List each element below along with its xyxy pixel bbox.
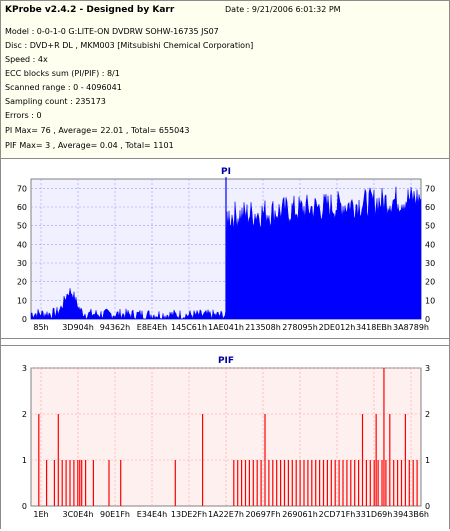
pi-x-tick: 94362h: [100, 323, 131, 332]
pi-y-tick-right: 20: [425, 278, 435, 287]
pif-x-tick: E34E4h: [137, 510, 167, 519]
pi-y-tick-left: 40: [17, 240, 27, 249]
pif-x-tick: 1A22E7h: [208, 510, 244, 519]
info-speed: Speed : 4x: [5, 55, 48, 64]
pi-x-tick: 3D904h: [62, 323, 94, 332]
info-disc: Disc : DVD+R DL , MKM003 [Mitsubishi Che…: [5, 41, 254, 50]
pi-y-tick-right: 60: [425, 203, 435, 212]
pi-x-tick: 145C61h: [171, 323, 207, 332]
pif-x-tick: 3C0E4h: [63, 510, 94, 519]
pif-y-tick-left: 1: [22, 456, 27, 465]
info-pi-summary: PI Max= 76 , Average= 22.01 , Total= 655…: [5, 126, 190, 135]
pif-chart-panel: PIF 0 0 1 1 2 2 3 3 1Eh 3C0E4h 90E1Fh E34E4h 13DE2Fh 1…: [1, 345, 449, 529]
pif-x-tick: 3943B6h: [393, 510, 429, 519]
scan-date: Date : 9/21/2006 6:01:32 PM: [225, 5, 341, 14]
app-title: KProbe v2.4.2 - Designed by Karr: [5, 5, 175, 15]
pi-y-tick-left: 10: [17, 296, 27, 305]
pi-y-tick-left: 60: [17, 203, 27, 212]
pi-x-tick: 1AE041h: [208, 323, 244, 332]
pi-x-tick: 85h: [33, 323, 48, 332]
pi-y-tick-left: 50: [17, 222, 27, 231]
pi-y-tick-left: 70: [17, 184, 27, 193]
info-scanned-range: Scanned range : 0 - 4096041: [5, 83, 122, 92]
pif-chart-title: PIF: [218, 356, 234, 366]
pif-y-tick-left: 0: [22, 502, 27, 511]
info-panel: KProbe v2.4.2 - Designed by Karr Date : …: [1, 1, 449, 159]
pif-y-tick-right: 0: [425, 502, 430, 511]
pi-x-tick: 3A8789h: [393, 323, 429, 332]
pi-y-tick-right: 30: [425, 259, 435, 268]
pi-x-tick: 3418EBh: [356, 323, 392, 332]
pi-chart: PI 0 0 10 10 20 20 30 30 40 40 50 50 60 60 70 70 85h 3D904…: [17, 167, 435, 332]
pi-x-tick: 278095h: [282, 323, 318, 332]
pif-y-tick-left: 2: [22, 410, 27, 419]
pi-y-tick-right: 70: [425, 184, 435, 193]
pif-x-tick: 90E1Fh: [100, 510, 130, 519]
pi-y-tick-left: 20: [17, 278, 27, 287]
pi-x-tick: 2DE012h: [319, 323, 356, 332]
pif-x-tick: 331D69h: [356, 510, 393, 519]
pif-chart: PIF 0 0 1 1 2 2 3 3 1Eh 3C0E4h 90E1Fh E34E4h 13DE2Fh 1…: [22, 356, 430, 519]
info-ecc: ECC blocks sum (PI/PIF) : 8/1: [5, 69, 120, 78]
pif-y-tick-right: 2: [425, 410, 430, 419]
pi-y-tick-right: 10: [425, 296, 435, 305]
info-errors: Errors : 0: [5, 111, 42, 120]
pi-y-tick-right: 0: [425, 315, 430, 324]
pi-y-tick-right: 40: [425, 240, 435, 249]
pi-chart-title: PI: [221, 167, 231, 177]
info-sampling-count: Sampling count : 235173: [5, 97, 106, 106]
pif-x-tick: 269061h: [282, 510, 318, 519]
pi-chart-panel: PI 0 0 10 10 20 20 30 30 40 40 50 50 60 60 70 70 85h 3D904…: [1, 159, 449, 339]
pif-y-tick-left: 3: [22, 364, 27, 373]
pi-y-tick-left: 0: [22, 315, 27, 324]
pi-y-tick-left: 30: [17, 259, 27, 268]
info-pif-summary: PIF Max= 3 , Average= 0.04 , Total= 1101: [5, 141, 174, 150]
pi-x-tick: 213508h: [245, 323, 281, 332]
pi-y-tick-right: 50: [425, 222, 435, 231]
pif-x-tick: 2CD71Fh: [319, 510, 356, 519]
pi-x-tick: E8E4Eh: [137, 323, 167, 332]
pif-y-tick-right: 1: [425, 456, 430, 465]
pif-x-tick: 13DE2Fh: [171, 510, 207, 519]
pif-x-tick: 20697Fh: [245, 510, 280, 519]
info-model: Model : 0-0-1-0 G:LITE-ON DVDRW SOHW-167…: [5, 27, 219, 36]
pif-x-tick: 1Eh: [33, 510, 48, 519]
pif-y-tick-right: 3: [425, 364, 430, 373]
